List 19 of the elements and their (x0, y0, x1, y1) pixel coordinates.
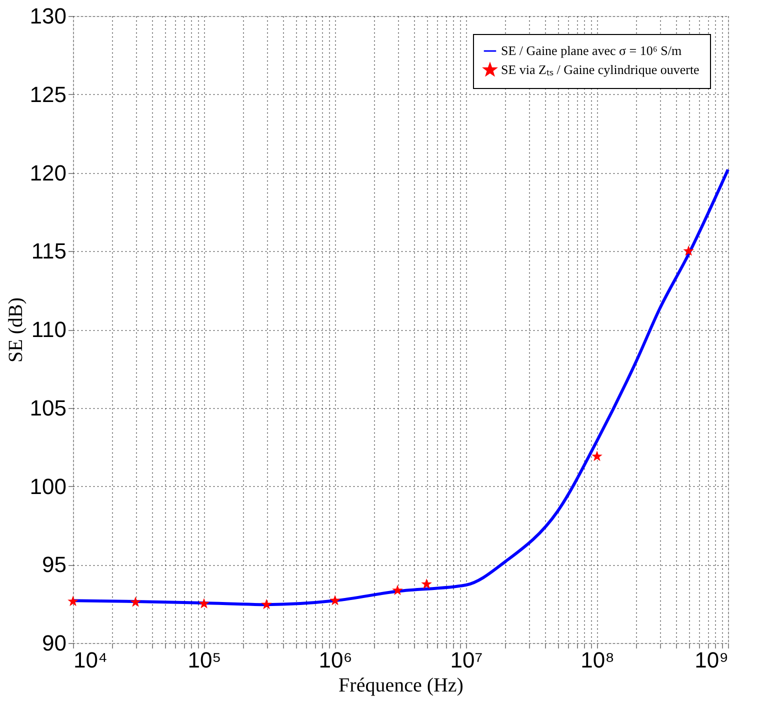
x-tick-label: 10⁵ (188, 648, 222, 672)
y-tick-label: 115 (31, 238, 66, 264)
y-tick-label: 100 (30, 474, 66, 499)
y-axis-title: SE (dB) (4, 298, 27, 362)
y-tick-label: 125 (30, 82, 66, 107)
x-axis-title: Fréquence (Hz) (338, 674, 464, 696)
x-tick-label: 10⁶ (318, 648, 352, 672)
x-tick-label: 10⁸ (580, 648, 614, 672)
y-tick-label: 90 (42, 630, 66, 656)
y-tick-label: 105 (30, 395, 66, 420)
x-tick-label: 10⁷ (450, 648, 483, 672)
x-tick-label: 10⁹ (694, 648, 728, 672)
y-tick-label: 110 (31, 317, 66, 342)
x-tick-label: 10⁴ (74, 648, 108, 672)
legend-label: SE via Zₜₛ / Gaine cylindrique ouverte (501, 62, 700, 77)
y-tick-label: 130 (30, 4, 66, 28)
y-tick-label: 95 (42, 552, 66, 578)
y-tick-label: 120 (30, 160, 66, 186)
legend-label: SE / Gaine plane avec σ = 10⁶ S/m (501, 43, 682, 58)
